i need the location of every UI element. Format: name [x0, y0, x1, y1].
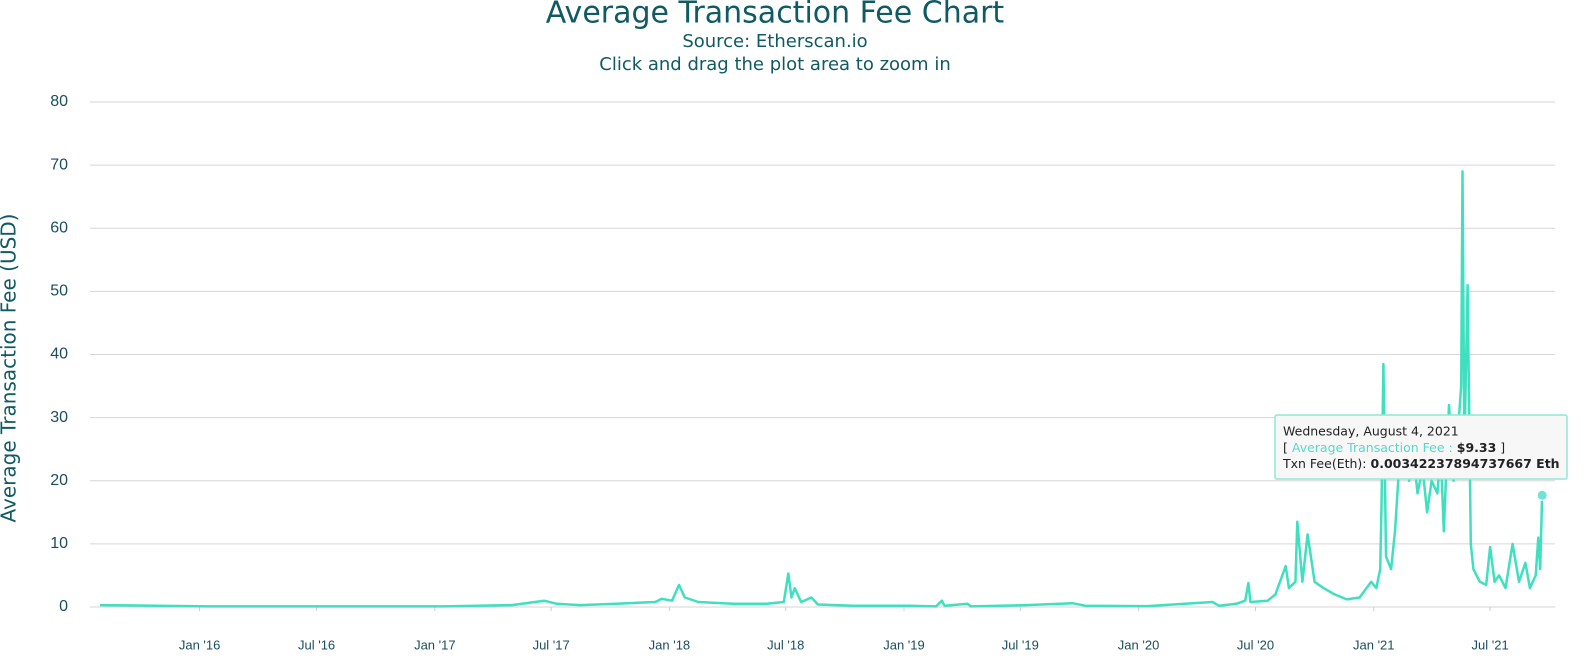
y-tick-label: 0	[59, 598, 68, 615]
tooltip-eth-line: Txn Fee(Eth): 0.00342237894737667 Eth	[1282, 456, 1560, 471]
y-axis-title: Average Transaction Fee (USD)	[0, 214, 21, 523]
y-tick-label: 60	[50, 219, 68, 236]
y-tick-label: 80	[50, 93, 68, 110]
chart-annotation: Click and drag the plot area to zoom in	[599, 54, 950, 75]
x-tick-label: Jan '20	[1118, 637, 1160, 652]
x-tick-label: Jan '18	[649, 637, 691, 652]
x-tick-label: Jul '17	[533, 637, 570, 652]
y-tick-label: 30	[50, 409, 68, 426]
x-tick-label: Jan '19	[883, 637, 925, 652]
tooltip-open: [	[1283, 440, 1288, 455]
y-tick-label: 20	[50, 472, 68, 489]
hover-point	[1536, 489, 1548, 501]
x-tick-label: Jul '20	[1237, 637, 1274, 652]
plot-area[interactable]	[99, 170, 1548, 608]
tooltip-sep: :	[1449, 440, 1453, 455]
grid: 0 10 20 30 40 50 60 70 80 Jan '16 Jul '16 Jan '17 Ju…	[50, 93, 1555, 652]
x-tick-label: Jul '16	[298, 637, 335, 652]
tooltip-box	[1274, 414, 1568, 480]
x-tick-label: Jul '19	[1002, 637, 1039, 652]
x-tick-label: Jan '16	[179, 637, 221, 652]
tooltip: Wednesday, August 4, 2021 [ Average Tran…	[1274, 414, 1568, 480]
tooltip-value: $9.33	[1457, 440, 1497, 455]
tooltip-close: ]	[1500, 440, 1505, 455]
x-tick-label: Jan '21	[1353, 637, 1395, 652]
chart-title: Average Transaction Fee Chart	[546, 0, 1005, 31]
x-tick-label: Jul '18	[767, 637, 804, 652]
tooltip-value-line: [ Average Transaction Fee : $9.33 ]	[1283, 440, 1505, 455]
y-tick-label: 70	[50, 156, 68, 173]
x-tick-label: Jan '17	[414, 637, 456, 652]
y-tick-label: 50	[50, 283, 68, 300]
tooltip-eth-label: Txn Fee(Eth):	[1282, 456, 1367, 471]
tooltip-date: Wednesday, August 4, 2021	[1283, 424, 1459, 439]
chart-subtitle: Source: Etherscan.io	[682, 31, 867, 52]
x-tick-label: Jul '21	[1472, 637, 1509, 652]
tooltip-series: Average Transaction Fee	[1292, 440, 1445, 455]
series-line	[99, 170, 1544, 608]
y-tick-label: 40	[50, 346, 68, 363]
y-tick-label: 10	[50, 535, 68, 552]
tooltip-eth-value: 0.00342237894737667 Eth	[1371, 456, 1560, 471]
